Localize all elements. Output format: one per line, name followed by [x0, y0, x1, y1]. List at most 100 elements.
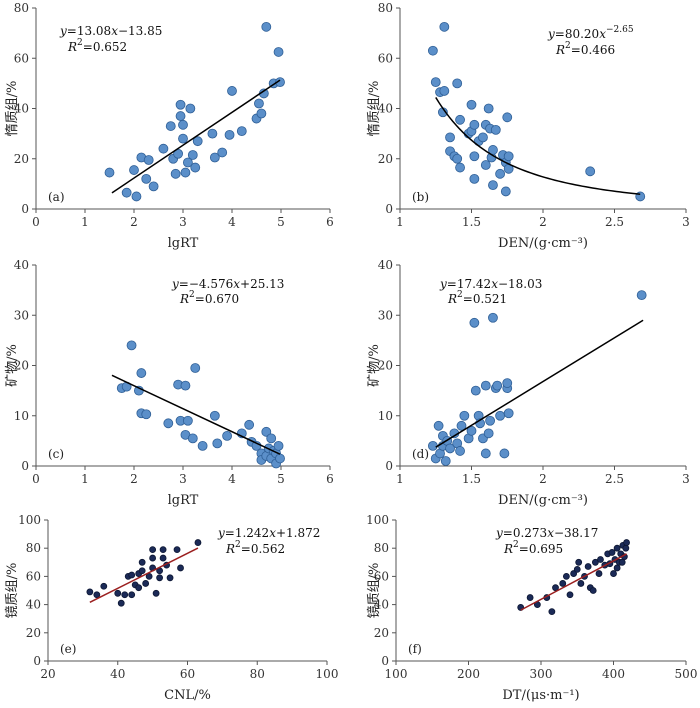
data-point	[573, 565, 581, 573]
x-tick-label: 3	[682, 215, 690, 229]
x-tick-label: 2	[539, 215, 547, 229]
data-point	[178, 119, 188, 130]
data-point	[129, 165, 139, 175]
data-point	[469, 173, 480, 184]
data-point	[141, 173, 152, 184]
y-tick-label: 40	[378, 102, 393, 116]
data-point	[584, 563, 592, 570]
data-point	[149, 546, 157, 554]
y-tick-label: 10	[378, 409, 393, 423]
fit-equation: y=−4.576x+25.13	[171, 277, 284, 291]
x-tick-label: 100	[385, 667, 408, 681]
data-point	[562, 573, 570, 580]
x-tick-label: 60	[180, 667, 195, 681]
data-point	[104, 167, 115, 178]
y-tick-label: 30	[378, 308, 393, 322]
y-tick-label: 0	[21, 202, 29, 216]
y-tick-label: 20	[14, 152, 29, 166]
data-point	[570, 570, 578, 577]
data-point	[452, 153, 463, 164]
data-point	[622, 544, 630, 552]
data-point	[187, 433, 198, 444]
y-tick-label: 40	[378, 258, 393, 272]
data-point	[613, 564, 621, 572]
x-axis-title: lgRT	[168, 236, 199, 251]
data-point	[177, 564, 184, 572]
x-tick-label: 3	[179, 472, 187, 486]
data-point	[236, 126, 247, 137]
data-point	[585, 166, 596, 177]
data-point	[483, 103, 494, 114]
data-point	[148, 181, 159, 192]
x-tick-label: 2	[130, 472, 138, 486]
data-point	[178, 133, 188, 144]
x-tick-label: 400	[602, 667, 625, 681]
data-point	[575, 558, 583, 566]
data-point	[456, 420, 467, 431]
data-point	[636, 290, 647, 301]
data-point	[207, 128, 218, 139]
x-tick-label: 4	[228, 215, 236, 229]
data-point	[613, 544, 621, 552]
data-point	[502, 112, 513, 123]
data-point	[185, 103, 196, 114]
data-point	[466, 425, 477, 436]
data-point	[224, 129, 235, 140]
chart-panel-c: 0 10 20 30 40 0 1 2 3 4 5 6 lgRT 矿物/% (c) y=−4.576x+25.…	[5, 258, 334, 508]
data-point	[138, 558, 146, 566]
data-point	[227, 86, 237, 96]
data-point	[93, 591, 101, 599]
data-point	[483, 428, 494, 439]
fit-equation: y=17.42x−18.03	[439, 277, 542, 291]
y-tick-label: 30	[14, 308, 29, 322]
x-tick-label: 4	[228, 472, 236, 486]
data-point	[117, 599, 125, 607]
x-tick-label: 1.5	[462, 215, 481, 229]
data-point	[452, 78, 463, 89]
data-point	[275, 77, 285, 88]
data-point	[610, 570, 617, 577]
data-point	[141, 409, 152, 420]
panel-label: (c)	[48, 447, 64, 461]
data-point	[430, 77, 441, 88]
data-point	[502, 378, 513, 388]
y-tick-label: 80	[374, 541, 389, 555]
data-point	[158, 143, 169, 154]
data-point	[526, 594, 534, 601]
x-tick-label: 20	[40, 667, 55, 681]
data-point	[488, 312, 498, 323]
x-tick-label: 100	[316, 667, 339, 681]
x-tick-label: 6	[326, 215, 334, 229]
x-tick-label: 500	[675, 667, 698, 681]
data-point	[170, 168, 181, 179]
data-point	[469, 317, 480, 328]
x-tick-label: 5	[277, 215, 285, 229]
data-point	[182, 157, 193, 168]
x-tick-label: 1	[81, 472, 89, 486]
data-point	[244, 419, 255, 430]
data-point	[445, 443, 455, 454]
data-point	[159, 546, 167, 554]
y-axis-title: 镜质组/%	[367, 563, 382, 619]
data-point	[163, 418, 174, 429]
x-axis-title: CNL/%	[164, 688, 211, 703]
data-point	[131, 191, 142, 202]
r-squared: R2=0.521	[447, 290, 507, 306]
r-squared: R2=0.652	[67, 38, 127, 54]
data-point	[121, 187, 132, 198]
data-point	[455, 162, 465, 173]
x-tick-label: 1	[396, 472, 404, 486]
data-point	[261, 426, 272, 437]
data-point	[466, 99, 477, 110]
x-axis-title: DT/(μs·m⁻¹)	[502, 688, 579, 703]
y-tick-label: 80	[26, 541, 41, 555]
data-point	[152, 589, 160, 597]
data-point	[182, 415, 193, 426]
data-point	[173, 546, 181, 554]
chart-panel-d: 0 10 20 30 40 1 1.5 2 2.5 3 DEN/(g·cm⁻³) 矿物/% (d) y=1…	[367, 258, 690, 508]
y-tick-label: 60	[26, 569, 41, 583]
data-point	[595, 570, 603, 577]
data-point	[175, 111, 186, 121]
data-point	[100, 582, 108, 590]
